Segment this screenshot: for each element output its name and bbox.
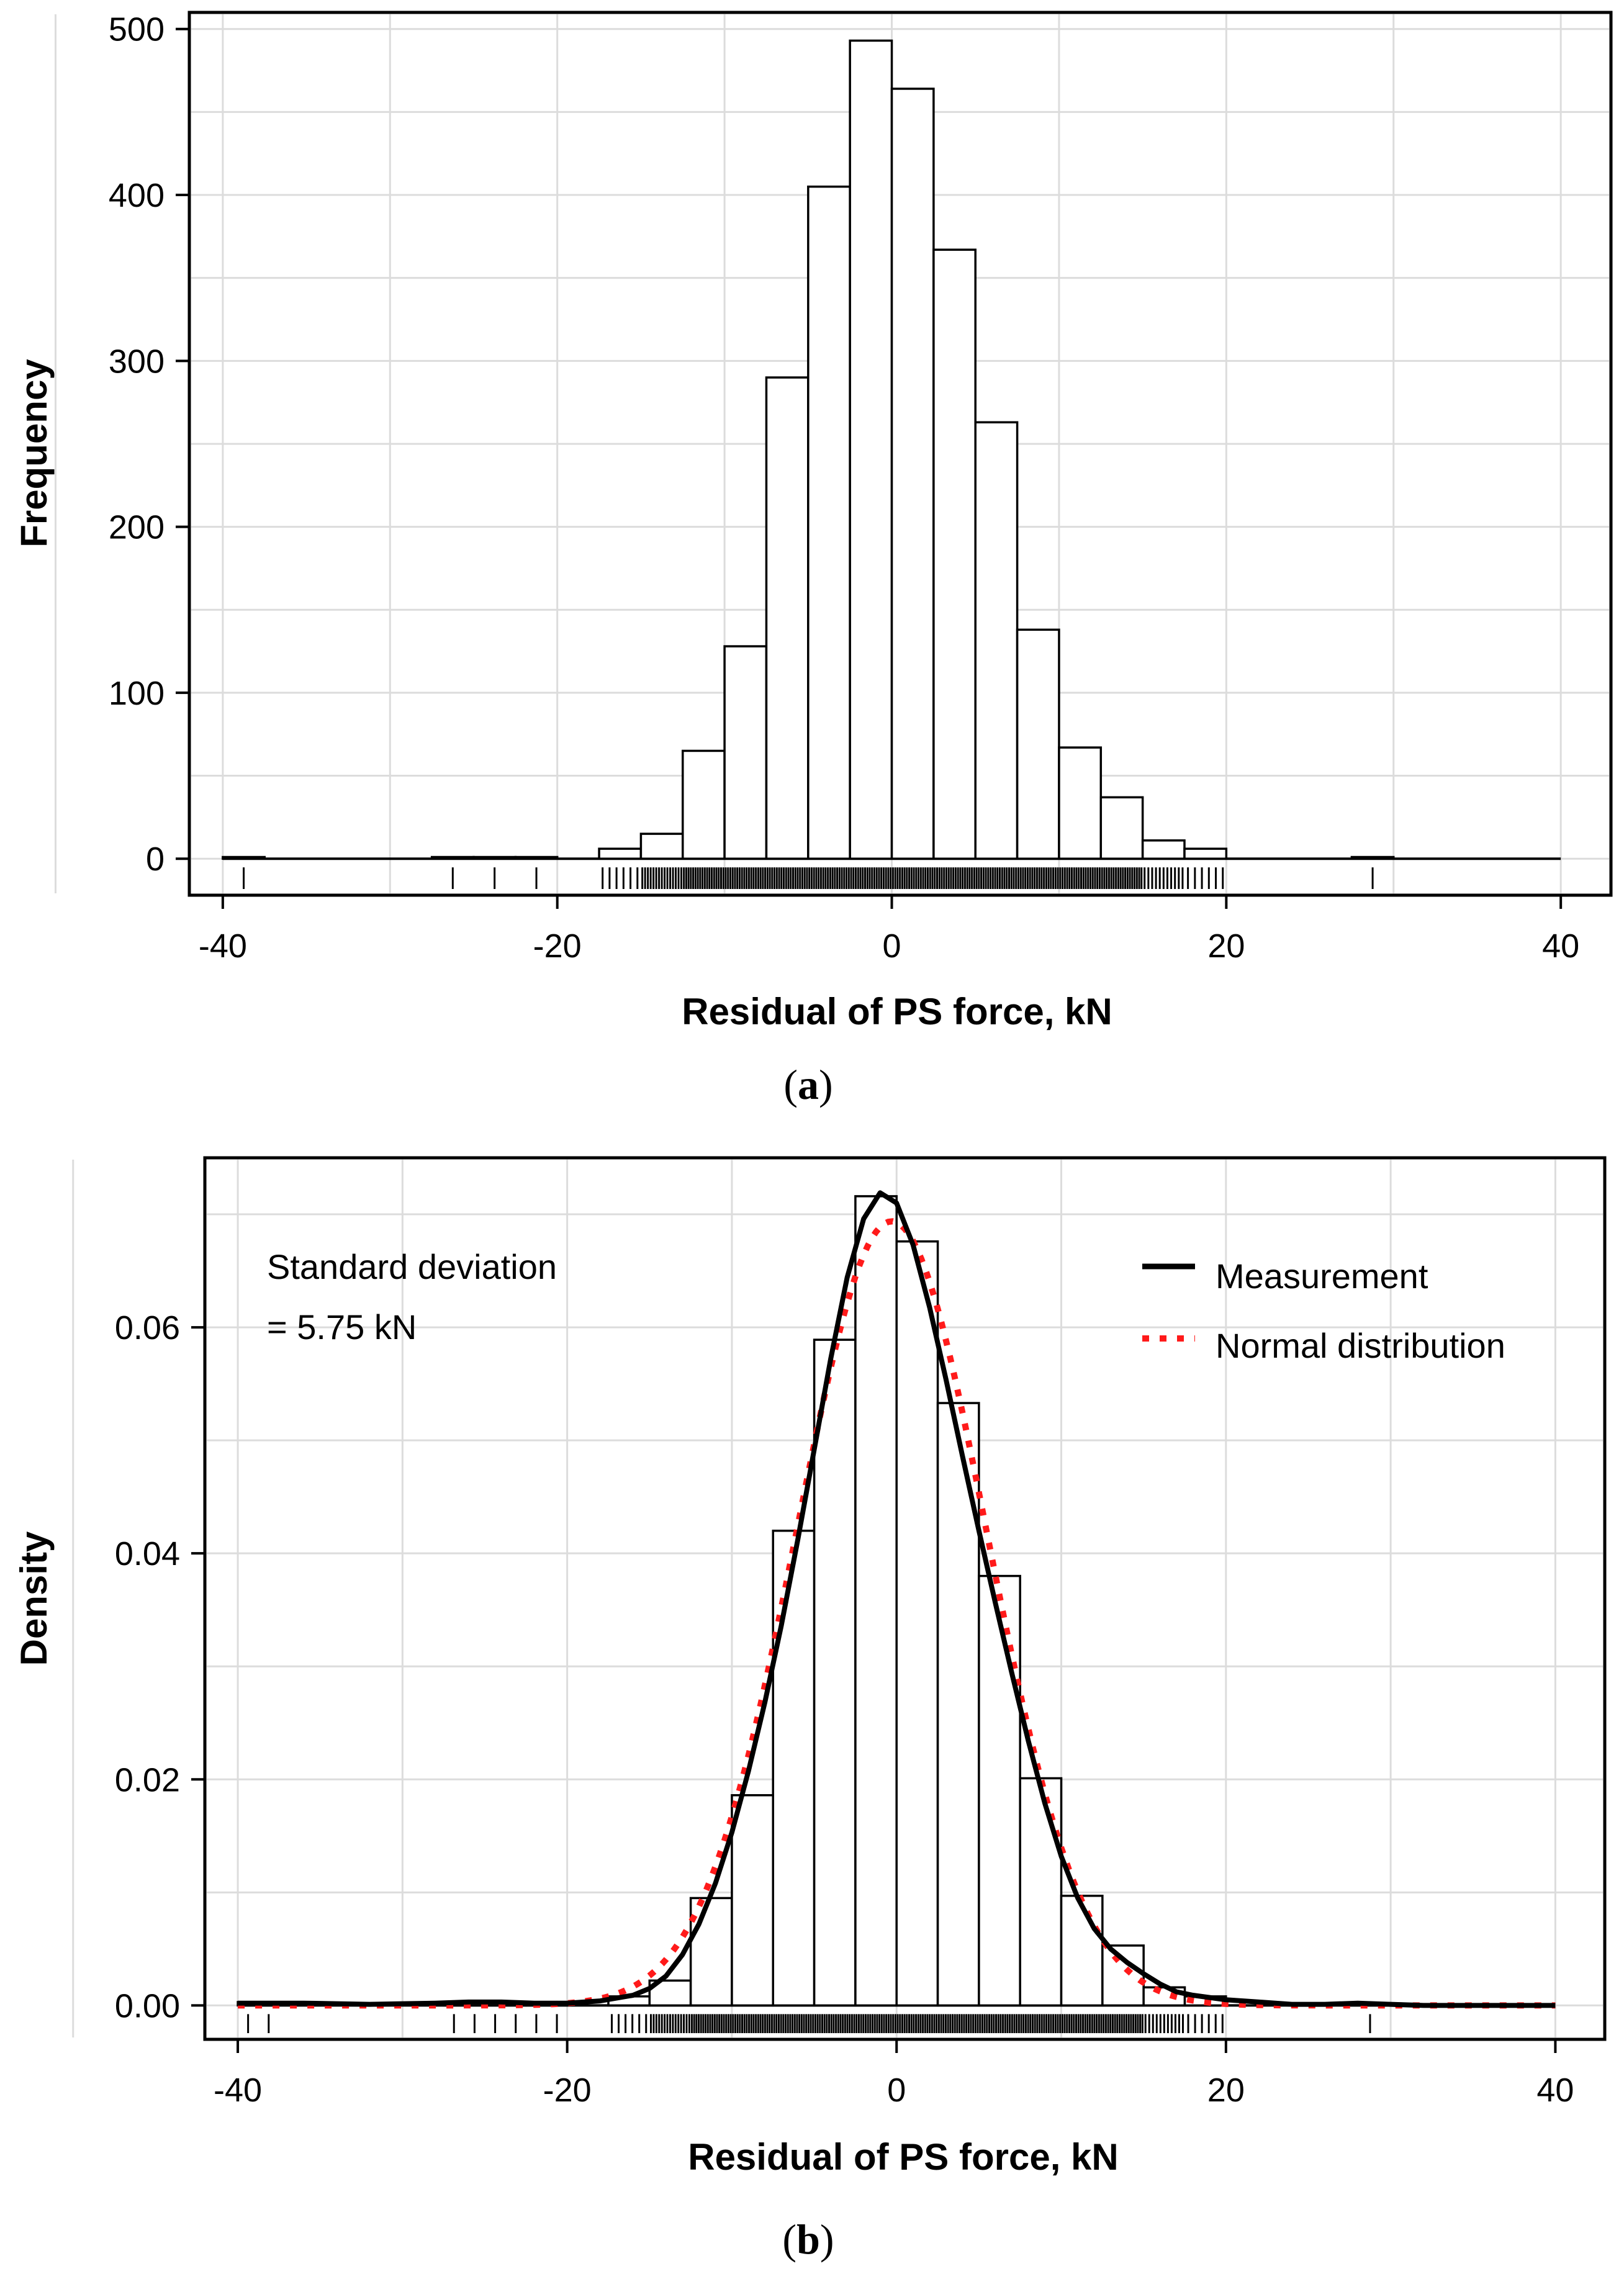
y-tick-label: 200 — [109, 509, 165, 546]
histogram-bar — [1016, 628, 1060, 860]
panel-a-x-axis-label: Residual of PS force, kN — [682, 991, 1112, 1032]
histogram-bar — [854, 1195, 898, 2007]
histogram-bar — [890, 88, 935, 860]
histogram-bar — [1141, 839, 1186, 860]
panel-a-caption: (a) — [783, 1061, 832, 1108]
histogram-bar — [807, 185, 851, 860]
histogram-bar — [689, 1897, 733, 2007]
y-tick-label: 0.00 — [115, 1987, 180, 2024]
histogram-bar — [1019, 1777, 1063, 2007]
histogram-bar — [849, 39, 893, 860]
histogram-bar — [765, 376, 810, 860]
annotation-std-line1: Standard deviation — [267, 1247, 557, 1286]
measurement-density-curve — [238, 1190, 1556, 2008]
histogram-bar — [932, 248, 977, 860]
y-tick-label: 100 — [109, 675, 165, 712]
histogram-bar — [682, 749, 726, 860]
histogram-bar — [472, 855, 517, 860]
panel-b-x-axis-label: Residual of PS force, kN — [688, 2136, 1119, 2178]
x-tick-label: 20 — [1207, 2072, 1245, 2109]
x-tick-label: 0 — [887, 2072, 906, 2109]
legend-normal-label: Normal distribution — [1216, 1326, 1505, 1365]
histogram-bar — [813, 1338, 857, 2007]
x-tick-label: 0 — [883, 927, 901, 965]
legend-measurement-label: Measurement — [1216, 1257, 1428, 1296]
histogram-bar — [430, 855, 475, 860]
y-tick-label: 0 — [146, 841, 165, 878]
y-tick-label: 0.02 — [115, 1761, 180, 1798]
x-tick-label: -20 — [543, 2072, 592, 2109]
y-tick-label: 500 — [109, 11, 165, 48]
histogram-bar — [1058, 746, 1103, 860]
histogram-bar — [895, 1240, 939, 2007]
x-tick-label: -40 — [214, 2072, 262, 2109]
histogram-bar — [974, 421, 1019, 860]
annotation-std-line2: = 5.75 kN — [267, 1307, 417, 1347]
histogram-bar — [772, 1530, 816, 2007]
panel-b-caption: (b) — [782, 2216, 834, 2263]
legend: Measurement Normal distribution — [1142, 1257, 1505, 1365]
histogram-bar — [1101, 1944, 1145, 2007]
x-tick-label: 40 — [1542, 927, 1579, 965]
y-tick-label: 400 — [109, 177, 165, 214]
y-tick-label: 0.04 — [115, 1535, 180, 1572]
y-tick-label: 300 — [109, 343, 165, 380]
panel-a-bars — [222, 39, 1561, 889]
panel-b-density: -40 -20 0 20 40 0.00 0.02 0.04 0.06 Standard dev… — [13, 1156, 1607, 2263]
x-tick-label: -20 — [533, 927, 582, 965]
panel-b-axes: -40 -20 0 20 40 0.00 0.02 0.04 0.06 — [115, 1309, 1574, 2109]
panel-a-y-axis-label: Frequency — [13, 359, 55, 548]
histogram-bar — [978, 1574, 1021, 2007]
x-tick-label: 20 — [1207, 927, 1245, 965]
histogram-bar — [639, 832, 684, 860]
x-tick-label: 40 — [1536, 2072, 1574, 2109]
histogram-bar — [731, 1794, 775, 2007]
panel-b-bars — [237, 1195, 1556, 2033]
y-tick-label: 0.06 — [115, 1309, 180, 1347]
histogram-bar — [222, 855, 266, 860]
panel-b-lines — [238, 1190, 1556, 2009]
histogram-bar — [723, 645, 768, 860]
histogram-bar — [1060, 1895, 1104, 2007]
histogram-bar — [1099, 796, 1144, 860]
panel-b-y-axis-label: Density — [13, 1531, 55, 1666]
histogram-bar — [1350, 855, 1395, 860]
histogram-bar — [598, 847, 643, 860]
x-tick-label: -40 — [199, 927, 247, 965]
histogram-bar — [514, 855, 559, 860]
histogram-bar — [1183, 847, 1228, 860]
